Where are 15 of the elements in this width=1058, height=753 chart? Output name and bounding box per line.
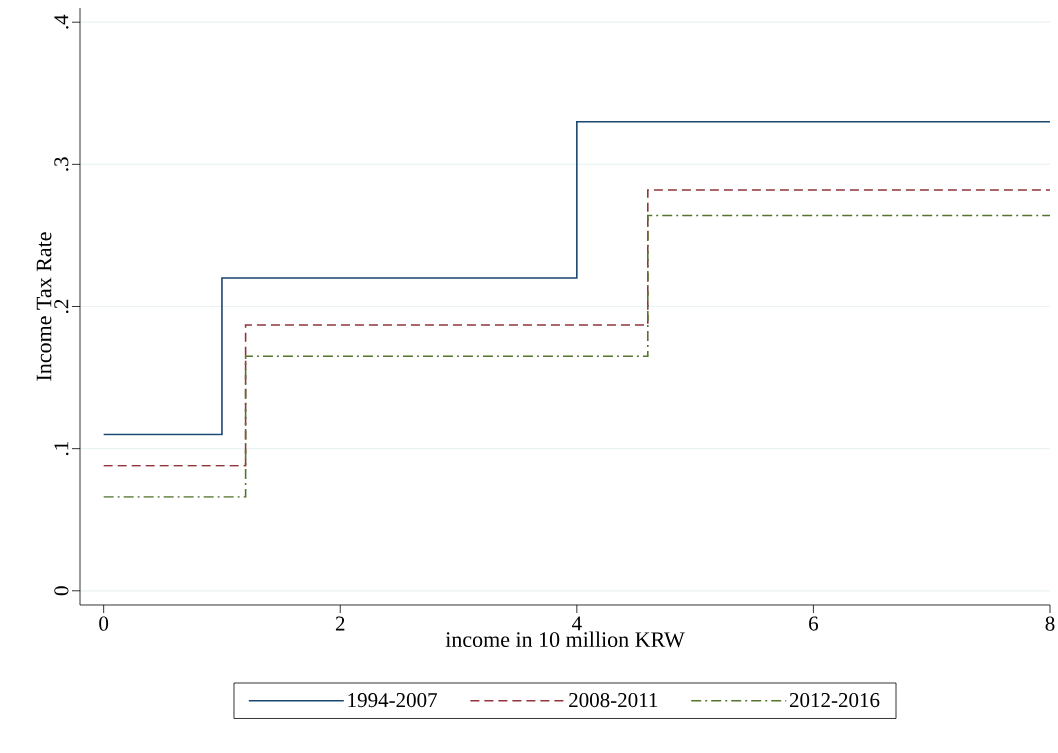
x-tick-label: 4 [571, 616, 582, 631]
x-tick-label: 6 [809, 616, 819, 631]
legend-label: 1994-2007 [348, 693, 437, 708]
y-tick-label: .3 [54, 157, 69, 171]
legend-label: 2012-2016 [789, 693, 880, 708]
x-tick-label: 0 [99, 616, 109, 631]
legend-label: 2008-2011 [569, 693, 658, 708]
y-tick-label: .4 [54, 14, 69, 29]
x-tick-label: 2 [335, 616, 345, 631]
y-axis-title: Income Tax Rate [36, 232, 52, 381]
y-tick-label: .2 [54, 299, 69, 313]
x-axis-title: income in 10 million KRW [445, 631, 685, 648]
y-tick-label: 0 [54, 586, 69, 596]
x-tick-label: 8 [1045, 616, 1055, 631]
y-tick-label: .1 [54, 442, 69, 456]
